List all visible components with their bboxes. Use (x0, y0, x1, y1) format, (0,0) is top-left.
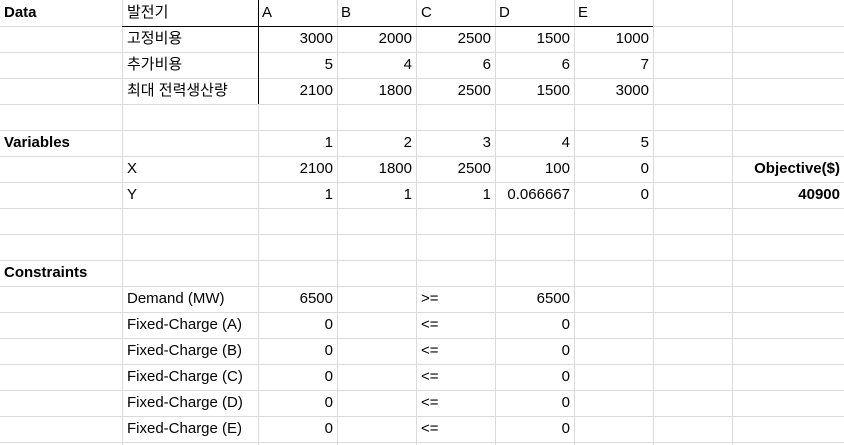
cell[interactable]: 0 (640, 186, 649, 203)
row-gridline (0, 442, 844, 443)
cell[interactable]: 4 (561, 134, 570, 151)
cell[interactable]: 2 (403, 134, 412, 151)
column-gridline (122, 0, 123, 445)
cell[interactable]: 발전기 (127, 4, 169, 21)
cell[interactable]: 1000 (615, 30, 649, 47)
cell[interactable]: 6 (561, 56, 570, 73)
cell[interactable]: 0 (561, 420, 570, 437)
row-gridline (0, 52, 844, 53)
row-gridline (0, 286, 844, 287)
cell[interactable]: 0 (324, 316, 333, 333)
cell[interactable]: Fixed-Charge (A) (127, 316, 243, 333)
cell[interactable]: 2100 (299, 82, 333, 99)
cell[interactable]: 1 (482, 186, 491, 203)
cell[interactable]: <= (421, 316, 439, 333)
cell[interactable]: Demand (MW) (127, 290, 225, 307)
cell[interactable]: 5 (324, 56, 333, 73)
row-gridline (0, 416, 844, 417)
cell[interactable]: Fixed-Charge (C) (127, 368, 243, 385)
cell[interactable]: B (341, 4, 352, 21)
cell[interactable]: 0 (324, 394, 333, 411)
column-gridline (653, 0, 654, 445)
row-gridline (0, 338, 844, 339)
row-gridline (0, 130, 844, 131)
cell[interactable]: 3000 (299, 30, 333, 47)
row-gridline (0, 364, 844, 365)
cell[interactable]: 2000 (378, 30, 412, 47)
cell[interactable]: 7 (640, 56, 649, 73)
column-gridline (337, 0, 338, 445)
cell[interactable]: X (127, 160, 138, 177)
cell[interactable]: Fixed-Charge (B) (127, 342, 243, 359)
cell[interactable]: 0 (561, 342, 570, 359)
cell[interactable]: 1 (324, 186, 333, 203)
cell[interactable]: <= (421, 394, 439, 411)
row-gridline (0, 104, 844, 105)
cell[interactable]: 6 (482, 56, 491, 73)
row-gridline (0, 312, 844, 313)
cell[interactable]: Constraints (4, 264, 88, 281)
cell[interactable]: 1800 (378, 160, 412, 177)
row-gridline (0, 208, 844, 209)
cell[interactable]: Fixed-Charge (D) (127, 394, 243, 411)
cell[interactable]: 6500 (536, 290, 570, 307)
label-column-border (258, 0, 259, 104)
cell[interactable]: 2100 (299, 160, 333, 177)
cell[interactable]: 최대 전력생산량 (127, 82, 228, 99)
column-gridline (416, 0, 417, 445)
cell[interactable]: 3000 (615, 82, 649, 99)
cell[interactable]: 40900 (798, 186, 840, 203)
cell[interactable]: 1 (324, 134, 333, 151)
column-gridline (732, 0, 733, 445)
cell[interactable]: Fixed-Charge (E) (127, 420, 243, 437)
cell[interactable]: >= (421, 290, 439, 307)
cell[interactable]: 0 (561, 368, 570, 385)
header-border (122, 26, 653, 27)
row-gridline (0, 182, 844, 183)
cell[interactable]: 고정비용 (127, 30, 183, 47)
cell[interactable]: Data (4, 4, 37, 21)
cell[interactable]: E (578, 4, 589, 21)
cell[interactable]: 2500 (457, 30, 491, 47)
cell[interactable]: 0 (640, 160, 649, 177)
row-gridline (0, 78, 844, 79)
cell[interactable]: 0 (324, 368, 333, 385)
cell[interactable]: 2500 (457, 82, 491, 99)
row-gridline (0, 234, 844, 235)
cell[interactable]: 0.066667 (507, 186, 570, 203)
cell[interactable]: Objective($) (754, 160, 840, 177)
column-gridline (574, 0, 575, 445)
row-gridline (0, 390, 844, 391)
column-gridline (495, 0, 496, 445)
cell[interactable]: 5 (640, 134, 649, 151)
cell[interactable]: <= (421, 368, 439, 385)
cell[interactable]: Variables (4, 134, 70, 151)
cell[interactable]: 0 (324, 420, 333, 437)
cell[interactable]: A (262, 4, 273, 21)
cell[interactable]: D (499, 4, 510, 21)
cell[interactable]: 0 (561, 316, 570, 333)
column-gridline (258, 0, 259, 445)
cell[interactable]: C (421, 4, 432, 21)
cell[interactable]: 1500 (536, 82, 570, 99)
cell[interactable]: <= (421, 342, 439, 359)
cell[interactable]: 3 (482, 134, 491, 151)
cell[interactable]: Y (127, 186, 138, 203)
cell[interactable]: 1 (403, 186, 412, 203)
cell[interactable]: 4 (403, 56, 412, 73)
cell[interactable]: 1500 (536, 30, 570, 47)
cell[interactable]: 6500 (299, 290, 333, 307)
cell[interactable]: 0 (324, 342, 333, 359)
cell[interactable]: 추가비용 (127, 56, 183, 73)
cell[interactable]: 1800 (378, 82, 412, 99)
cell[interactable]: 0 (561, 394, 570, 411)
cell[interactable]: <= (421, 420, 439, 437)
cell[interactable]: 2500 (457, 160, 491, 177)
row-gridline (0, 260, 844, 261)
cell[interactable]: 100 (544, 160, 570, 177)
row-gridline (0, 156, 844, 157)
